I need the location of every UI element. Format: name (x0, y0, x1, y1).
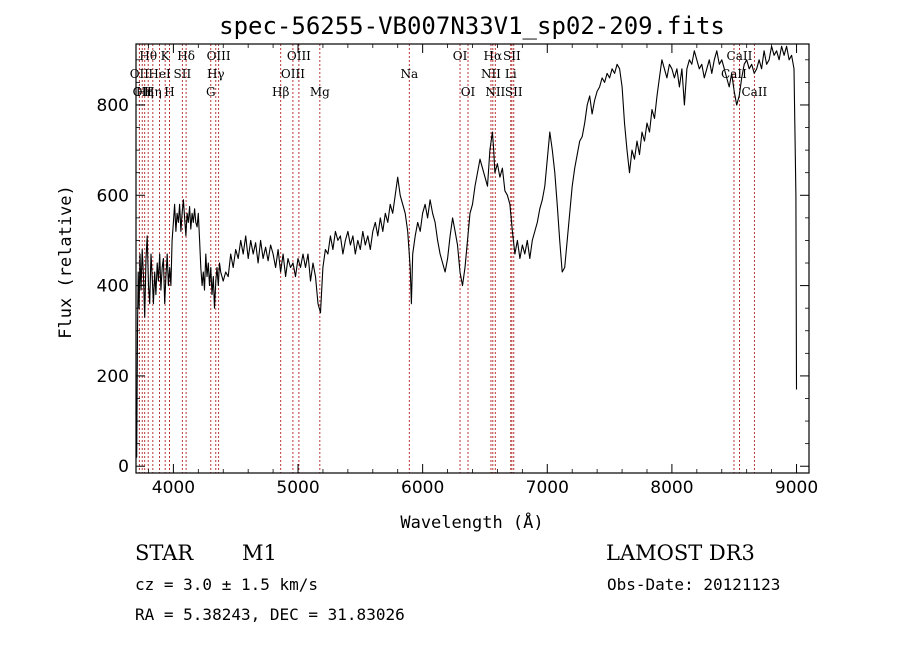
survey-name: LAMOST DR3 (606, 541, 755, 565)
line-label-23: Li (505, 67, 517, 81)
line-label-12: OIII (207, 49, 231, 63)
y-tick-label-600: 600 (97, 186, 129, 206)
x-tick-label-4000: 4000 (152, 478, 195, 498)
line-label-1: OII (133, 85, 153, 99)
line-label-27: CaII (727, 49, 753, 63)
line-label-20: NII (481, 67, 501, 81)
line-label-25: SII (505, 85, 523, 99)
line-label-3: Hθ (139, 49, 157, 63)
line-label-2: Hη (136, 85, 154, 99)
x-tick-label-9000: 9000 (775, 478, 818, 498)
spectral-line-markers (138, 44, 755, 473)
coordinates: RA = 5.38243, DEC = 31.83026 (135, 605, 405, 624)
y-axis: 0 200 400 600 800 (97, 59, 809, 477)
line-label-9: Hδ (177, 49, 195, 63)
x-axis: 4000 5000 6000 7000 8000 9000 (148, 44, 818, 498)
observation-date: Obs-Date: 20121123 (607, 575, 780, 594)
line-label-18: OI (453, 49, 468, 63)
y-tick-label-0: 0 (118, 457, 129, 477)
line-label-13: Hβ (272, 85, 289, 99)
line-label-5: HeI (148, 67, 171, 81)
line-label-16: Mg (310, 85, 330, 99)
line-label-10: G (206, 85, 216, 99)
line-label-17: Na (400, 67, 418, 81)
line-label-6: K (161, 49, 171, 63)
line-label-19: OI (461, 85, 476, 99)
x-tick-label-5000: 5000 (276, 478, 319, 498)
x-tick-label-6000: 6000 (401, 478, 444, 498)
y-axis-label: Flux (relative) (56, 185, 76, 339)
y-tick-label-400: 400 (97, 277, 129, 297)
object-subclass: M1 (242, 541, 277, 565)
object-class: STAR (135, 541, 194, 565)
line-label-4: Hη (144, 85, 162, 99)
line-label-22: NII (485, 85, 505, 99)
line-label-14: OIII (281, 67, 305, 81)
chart-title: spec-56255-VB007N33V1_sp02-209.fits (219, 12, 725, 40)
line-label-11: Hγ (207, 67, 225, 81)
x-tick-label-7000: 7000 (526, 478, 569, 498)
line-label-15: OIII (287, 49, 311, 63)
line-label-26: CaII (721, 67, 747, 81)
redshift-info: cz = 3.0 ± 1.5 km/s (135, 575, 318, 594)
line-label-0: OII (130, 67, 150, 81)
x-tick-label-8000: 8000 (650, 478, 693, 498)
line-label-28: CaII (741, 85, 767, 99)
spectrum-line (135, 45, 798, 458)
line-label-21: Hα (484, 49, 503, 63)
x-axis-label: Wavelength (Å) (400, 511, 543, 533)
line-label-7: H (164, 85, 174, 99)
y-tick-label-800: 800 (97, 96, 129, 116)
y-tick-label-200: 200 (97, 367, 129, 387)
spectral-line-labels: OIIOIIHηHθHηHeIKHSIIHδGHγOIIIHβOIIIOIIIM… (130, 49, 768, 99)
line-label-8: SII (174, 67, 192, 81)
line-label-24: SII (503, 49, 521, 63)
plot-frame (135, 43, 810, 474)
